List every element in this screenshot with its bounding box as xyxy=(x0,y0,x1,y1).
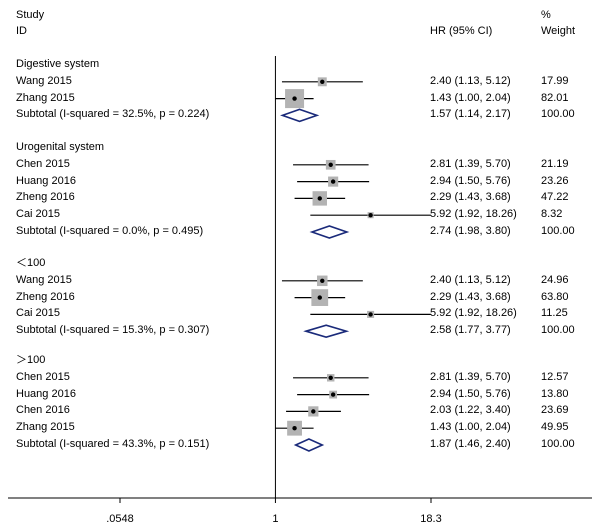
subtotal-diamond xyxy=(303,324,350,339)
study-weight: 23.69 xyxy=(541,404,569,417)
study-weight: 8.32 xyxy=(541,208,563,221)
study-hr-ci: 2.40 (1.13, 5.12) xyxy=(430,273,511,286)
x-tick-label: .0548 xyxy=(106,513,134,525)
point-estimate xyxy=(328,375,333,380)
subtotal-diamond xyxy=(293,438,325,452)
study-hr-ci: 2.29 (1.43, 3.68) xyxy=(430,290,511,303)
x-tick-label: 18.3 xyxy=(420,513,441,525)
subtotal-weight: 100.00 xyxy=(541,438,575,450)
study-hr-ci: 2.40 (1.13, 5.12) xyxy=(430,74,511,87)
subtotal-hr-ci: 2.74 (1.98, 3.80) xyxy=(430,225,511,237)
point-estimate xyxy=(320,278,325,283)
study-weight: 13.80 xyxy=(541,387,569,400)
study-weight: 24.96 xyxy=(541,273,569,286)
study-label: Huang 2016 xyxy=(16,174,76,187)
group-heading: ＜100 xyxy=(16,257,46,269)
study-label: Cai 2015 xyxy=(16,208,61,221)
percent-header: % xyxy=(541,9,551,21)
study-weight: 23.26 xyxy=(541,174,569,187)
study-weight: 21.19 xyxy=(541,157,569,170)
study-label: Chen 2016 xyxy=(16,404,70,417)
study-hr-ci: 2.03 (1.22, 3.40) xyxy=(430,404,511,417)
study-hr-ci: 5.92 (1.92, 18.26) xyxy=(430,208,517,221)
study-hr-ci: 5.92 (1.92, 18.26) xyxy=(430,307,517,320)
id-header: ID xyxy=(16,25,27,37)
study-hr-ci: 1.43 (1.00, 2.04) xyxy=(430,91,511,104)
point-estimate xyxy=(317,196,322,201)
study-weight: 63.80 xyxy=(541,290,569,303)
point-estimate xyxy=(317,295,322,300)
hr-ci-header: HR (95% CI) xyxy=(430,25,493,37)
point-estimate xyxy=(368,312,373,317)
point-estimate xyxy=(330,392,336,397)
x-tick-label: 1 xyxy=(272,513,278,525)
point-estimate xyxy=(368,213,373,218)
study-label: Chen 2015 xyxy=(16,370,70,383)
subtotal-label: Subtotal (I-squared = 43.3%, p = 0.151) xyxy=(16,438,210,450)
study-label: Zheng 2016 xyxy=(16,290,75,303)
study-hr-ci: 2.81 (1.39, 5.70) xyxy=(430,370,511,383)
study-hr-ci: 2.81 (1.39, 5.70) xyxy=(430,157,511,170)
study-weight: 49.95 xyxy=(541,421,569,434)
subtotal-label: Subtotal (I-squared = 32.5%, p = 0.224) xyxy=(16,108,210,121)
study-label: Cai 2015 xyxy=(16,307,61,320)
point-estimate xyxy=(311,409,316,414)
study-hr-ci: 2.29 (1.43, 3.68) xyxy=(430,191,511,204)
study-header: Study xyxy=(16,9,45,21)
study-label: Zheng 2016 xyxy=(16,191,75,204)
subtotal-hr-ci: 1.87 (1.46, 2.40) xyxy=(430,438,511,450)
subtotal-weight: 100.00 xyxy=(541,108,575,121)
group-heading: Urogenital system xyxy=(16,141,105,153)
weight-header: Weight xyxy=(541,25,576,37)
point-estimate xyxy=(330,179,336,184)
study-hr-ci: 2.94 (1.50, 5.76) xyxy=(430,387,511,400)
study-label: Wang 2015 xyxy=(16,74,72,87)
study-label: Huang 2016 xyxy=(16,387,76,400)
study-weight: 17.99 xyxy=(541,74,569,87)
subtotal-diamond xyxy=(280,108,320,123)
study-hr-ci: 2.94 (1.50, 5.76) xyxy=(430,174,511,187)
study-weight: 11.25 xyxy=(541,307,568,320)
group-heading: ＞100 xyxy=(16,354,46,366)
subtotal-weight: 100.00 xyxy=(541,225,575,237)
study-hr-ci: 1.43 (1.00, 2.04) xyxy=(430,421,511,434)
study-label: Zhang 2015 xyxy=(16,91,75,104)
study-weight: 12.57 xyxy=(541,370,569,383)
subtotal-weight: 100.00 xyxy=(541,324,575,337)
study-label: Chen 2015 xyxy=(16,157,70,170)
point-estimate xyxy=(328,162,333,167)
point-estimate xyxy=(292,96,297,101)
group-heading: Digestive system xyxy=(16,58,100,70)
subtotal-hr-ci: 2.58 (1.77, 3.77) xyxy=(430,324,511,337)
subtotal-label: Subtotal (I-squared = 15.3%, p = 0.307) xyxy=(16,324,210,337)
study-label: Zhang 2015 xyxy=(16,421,75,434)
point-estimate xyxy=(292,426,297,431)
subtotal-label: Subtotal (I-squared = 0.0%, p = 0.495) xyxy=(16,225,204,237)
point-estimate xyxy=(320,79,325,85)
subtotal-diamond xyxy=(309,225,350,239)
subtotal-hr-ci: 1.57 (1.14, 2.17) xyxy=(430,108,511,121)
study-label: Wang 2015 xyxy=(16,273,72,286)
study-weight: 47.22 xyxy=(541,191,569,204)
study-weight: 82.01 xyxy=(541,91,569,104)
